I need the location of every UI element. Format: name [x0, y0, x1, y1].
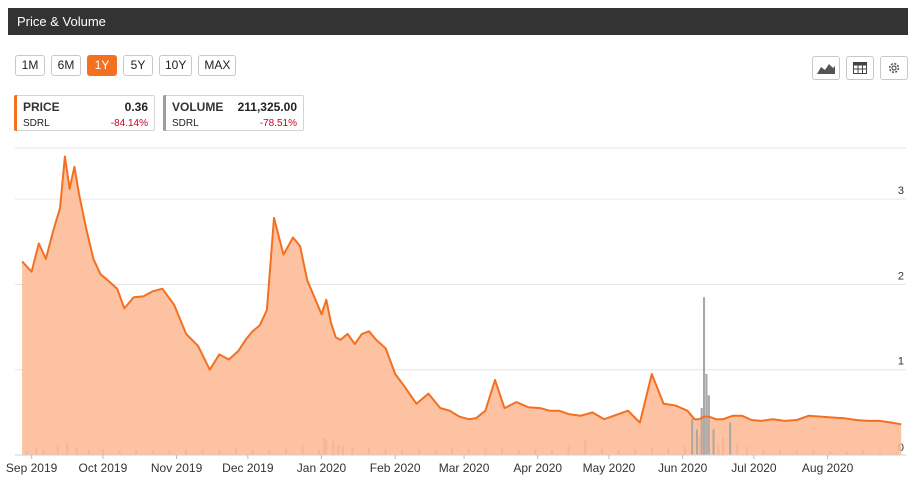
volume-bar: [695, 429, 698, 455]
x-tick-label: Mar 2020: [439, 461, 490, 475]
volume-bar: [691, 419, 694, 455]
price-label: PRICE: [23, 100, 60, 114]
price-change: -84.14%: [110, 118, 148, 129]
x-tick-label: Jan 2020: [297, 461, 347, 475]
range-6m-button[interactable]: 6M: [51, 55, 81, 76]
price-card-accent: [14, 95, 17, 131]
y-tick-label: 2: [898, 270, 904, 282]
price-value: 0.36: [124, 100, 148, 114]
settings-button[interactable]: [880, 56, 908, 80]
range-1y-button[interactable]: 1Y: [87, 55, 117, 76]
volume-label: VOLUME: [172, 100, 224, 114]
x-tick-label: Oct 2019: [79, 461, 128, 475]
volume-bar: [705, 373, 708, 455]
y-tick-label: 3: [898, 185, 904, 197]
x-tick-label: Sep 2019: [6, 461, 58, 475]
gear-icon: [888, 62, 900, 74]
x-tick-label: May 2020: [583, 461, 636, 475]
price-line: [21, 155, 902, 426]
x-tick-label: Jul 2020: [731, 461, 777, 475]
range-max-button[interactable]: MAX: [198, 55, 237, 76]
price-ticker: SDRL: [23, 118, 50, 129]
table-view-button[interactable]: [846, 56, 874, 80]
range-10y-button[interactable]: 10Y: [159, 55, 193, 76]
volume-bar: [729, 422, 732, 455]
range-selector: 1M 6M 1Y 5Y 10Y MAX: [15, 55, 237, 76]
volume-value: 211,325.00: [237, 100, 297, 114]
price-card: PRICE 0.36 SDRL -84.14%: [14, 95, 155, 131]
volume-ticker: SDRL: [172, 118, 199, 129]
x-tick-label: Aug 2020: [802, 461, 854, 475]
area-chart-button[interactable]: [812, 56, 840, 80]
range-1m-button[interactable]: 1M: [15, 55, 45, 76]
volume-bar: [712, 429, 715, 455]
table-icon: [853, 62, 867, 74]
x-tick-label: Jun 2020: [658, 461, 708, 475]
price-area: [22, 156, 902, 455]
area-chart-icon: [817, 64, 835, 74]
volume-bar: [703, 297, 706, 455]
x-tick-label: Feb 2020: [370, 461, 421, 475]
y-tick-label: 1: [898, 356, 904, 368]
volume-card-accent: [163, 95, 166, 131]
volume-bar: [700, 408, 703, 455]
x-tick-label: Apr 2020: [513, 461, 562, 475]
x-tick-label: Dec 2019: [222, 461, 274, 475]
volume-card: VOLUME 211,325.00 SDRL -78.51%: [163, 95, 304, 131]
range-5y-button[interactable]: 5Y: [123, 55, 153, 76]
x-tick-label: Nov 2019: [151, 461, 203, 475]
chart-tools: [812, 56, 908, 80]
volume-change: -78.51%: [259, 118, 297, 129]
panel-title: Price & Volume: [8, 8, 908, 35]
volume-bar: [707, 395, 710, 455]
